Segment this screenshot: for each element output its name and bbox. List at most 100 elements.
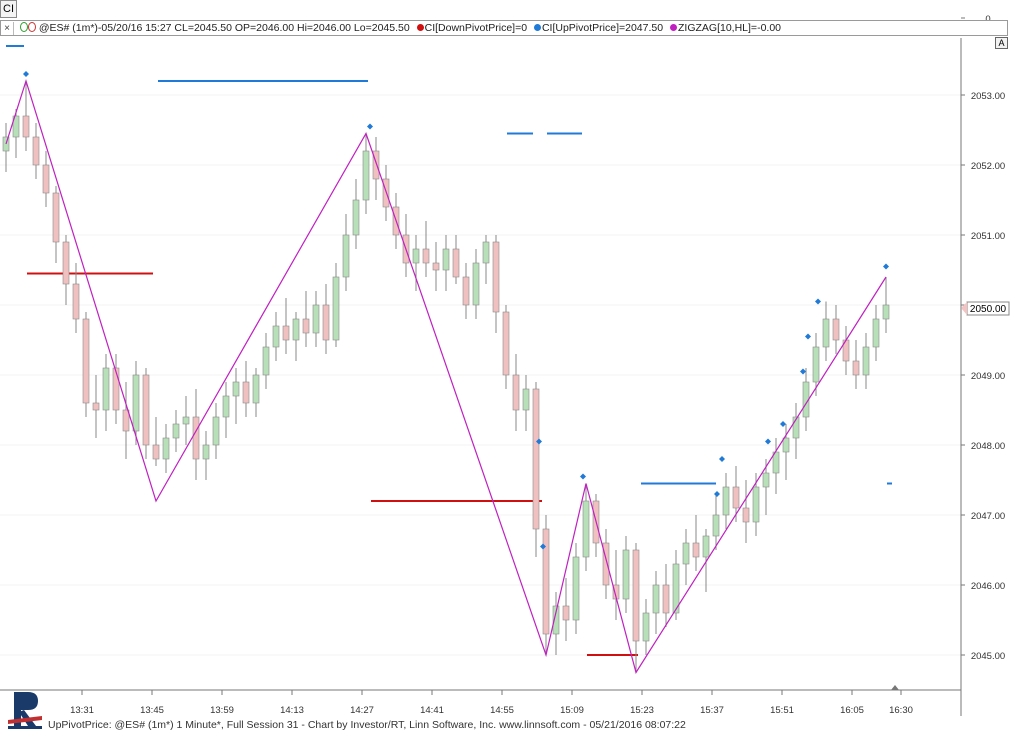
- pivot-marker: [765, 438, 771, 445]
- candle: [822, 301, 830, 361]
- candle: [232, 368, 240, 424]
- pivot-markers: [23, 71, 889, 550]
- candle-body: [52, 192, 60, 243]
- x-tick-label: 14:27: [350, 705, 374, 716]
- candle-body: [142, 374, 150, 446]
- candle-body: [652, 584, 660, 614]
- candle: [552, 592, 560, 655]
- candle-body: [602, 542, 610, 586]
- candle: [642, 599, 650, 655]
- candle-body: [822, 318, 830, 348]
- candle: [502, 305, 510, 389]
- x-tick-label: 14:13: [280, 705, 304, 716]
- candle-body: [462, 276, 470, 306]
- candle: [222, 382, 230, 438]
- candle-body: [642, 612, 650, 642]
- candle: [762, 459, 770, 515]
- candle-body: [432, 262, 440, 271]
- x-tick-label: 15:51: [770, 705, 794, 716]
- candle-body: [552, 605, 560, 635]
- candle-body: [322, 304, 330, 341]
- candle: [182, 396, 190, 445]
- candle-body: [242, 381, 250, 404]
- candle: [462, 263, 470, 319]
- candle-body: [82, 318, 90, 404]
- candle-body: [162, 437, 170, 460]
- candle-body: [22, 115, 30, 138]
- candle-body: [102, 367, 110, 411]
- candle: [152, 417, 160, 466]
- candle-body: [562, 605, 570, 621]
- linn-software-logo-icon: [8, 692, 42, 729]
- candle: [52, 186, 60, 263]
- candle-body: [32, 136, 40, 166]
- candle: [322, 284, 330, 354]
- candle-body: [832, 318, 840, 341]
- candle-body: [482, 241, 490, 264]
- candle-body: [62, 241, 70, 285]
- time-axis[interactable]: 13:31 13:45 13:59 14:13 14:27 14:41 14:55 15:09…: [70, 690, 913, 716]
- candle-body: [522, 388, 530, 411]
- candle: [132, 361, 140, 445]
- candle-body: [862, 346, 870, 376]
- candle: [862, 333, 870, 389]
- candle-body: [792, 416, 800, 439]
- pivot-marker: [580, 473, 586, 480]
- candle-body: [312, 304, 320, 334]
- candle-body: [702, 535, 710, 558]
- x-tick-label: 16:30: [889, 705, 913, 716]
- y-tick-label: 0: [985, 14, 990, 25]
- candle-body: [852, 360, 860, 376]
- price-axis[interactable]: 0 2053.00 2052.00 2051.00 2050.00 2049.00 2048…: [961, 14, 1005, 662]
- candle: [452, 235, 460, 284]
- candle: [72, 263, 80, 333]
- candle: [422, 221, 430, 277]
- pivot-marker: [780, 421, 786, 427]
- candle: [202, 431, 210, 480]
- candle-body: [172, 423, 180, 439]
- x-tick-label: 13:59: [210, 705, 234, 716]
- pivot-marker: [719, 456, 725, 462]
- candle: [122, 382, 130, 459]
- pivot-marker: [883, 263, 889, 270]
- x-tick-label: 15:09: [560, 705, 584, 716]
- y-tick-label: 2046.00: [971, 581, 1005, 592]
- candle-body: [292, 318, 300, 341]
- svg-text:2050.00: 2050.00: [970, 304, 1007, 315]
- x-tick-label: 14:55: [490, 705, 514, 716]
- candle-body: [262, 346, 270, 376]
- candle: [572, 543, 580, 634]
- candle-body: [882, 304, 890, 320]
- candle: [852, 340, 860, 389]
- x-tick-label: 15:23: [630, 705, 654, 716]
- close-icon[interactable]: ×: [1, 22, 14, 35]
- candle: [352, 179, 360, 249]
- pivot-marker: [714, 491, 720, 497]
- candle-body: [692, 542, 700, 558]
- candle-body: [452, 248, 460, 278]
- candle-body: [512, 374, 520, 411]
- candle: [332, 263, 340, 347]
- candle: [292, 312, 300, 361]
- candle: [772, 438, 780, 494]
- auto-scale-button[interactable]: A: [995, 37, 1008, 49]
- candle-body: [212, 416, 220, 446]
- y-tick-label: 2045.00: [971, 651, 1005, 662]
- chart-tab-ci[interactable]: CI: [0, 0, 17, 18]
- candle-body: [582, 500, 590, 558]
- candle: [372, 137, 380, 200]
- candle: [582, 483, 590, 571]
- candle: [432, 242, 440, 291]
- candle: [632, 543, 640, 673]
- candle-body: [622, 549, 630, 600]
- candle-body: [132, 374, 140, 432]
- candle-body: [282, 325, 290, 341]
- candle: [832, 305, 840, 354]
- x-tick-label: 14:41: [420, 705, 444, 716]
- candle: [722, 473, 730, 529]
- candle-body: [542, 528, 550, 635]
- pivot-marker: [805, 333, 811, 340]
- candle: [542, 515, 550, 655]
- candle-body: [532, 388, 540, 530]
